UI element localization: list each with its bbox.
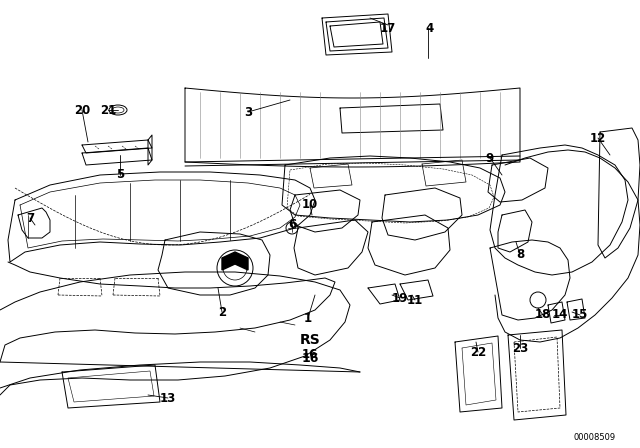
Text: 2: 2	[218, 306, 226, 319]
Text: 00008509: 00008509	[574, 434, 616, 443]
Text: 3: 3	[244, 105, 252, 119]
Text: 21: 21	[100, 103, 116, 116]
Text: 8: 8	[516, 249, 524, 262]
Text: 9: 9	[486, 151, 494, 164]
Text: 1: 1	[304, 311, 312, 324]
Text: 16: 16	[302, 349, 318, 362]
Text: 7: 7	[26, 211, 34, 224]
Text: 18: 18	[535, 309, 551, 322]
Polygon shape	[222, 252, 248, 270]
Text: 14: 14	[552, 309, 568, 322]
Text: 4: 4	[426, 22, 434, 34]
Text: 19: 19	[392, 292, 408, 305]
Text: 6: 6	[288, 219, 296, 232]
Text: RS: RS	[300, 333, 321, 347]
Text: 11: 11	[407, 293, 423, 306]
Text: 16: 16	[301, 352, 319, 365]
Text: 20: 20	[74, 103, 90, 116]
Text: 17: 17	[380, 22, 396, 34]
Text: 12: 12	[590, 132, 606, 145]
Text: 13: 13	[160, 392, 176, 405]
Text: 22: 22	[470, 345, 486, 358]
Text: 5: 5	[116, 168, 124, 181]
Text: 15: 15	[572, 309, 588, 322]
Text: 23: 23	[512, 341, 528, 354]
Text: 10: 10	[302, 198, 318, 211]
